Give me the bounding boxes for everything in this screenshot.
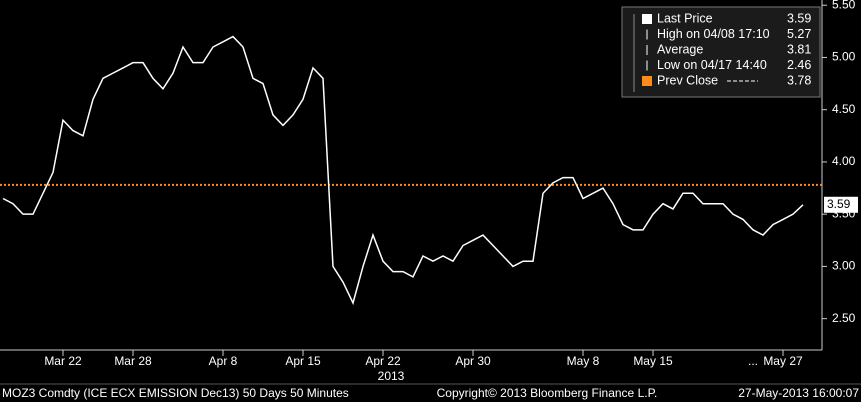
x-tick-label: ... (748, 354, 758, 368)
legend-value: 3.59 (787, 11, 811, 25)
price-line (2, 35, 804, 306)
legend-box (621, 6, 821, 98)
x-tick-label: Apr 30 (455, 354, 491, 368)
legend-swatch (642, 14, 652, 24)
y-tick-label: 4.00 (832, 154, 856, 168)
footer-right: 27-May-2013 16:00:07 (738, 386, 859, 400)
legend-label: Prev Close (657, 73, 718, 87)
legend-swatch (642, 76, 652, 86)
legend: Last Price 3.59 High on 04/08 17:10 5.27 Ave… (621, 6, 821, 98)
legend-label: High on 04/08 17:10 (657, 27, 770, 41)
legend-label: Last Price (657, 11, 713, 25)
y-tick-label: 4.50 (832, 102, 856, 116)
x-tick-label: Apr 22 (365, 354, 401, 368)
x-tick-label: Mar 28 (114, 354, 152, 368)
last-price-tag-label: 3.59 (827, 197, 851, 211)
footer-center: Copyright© 2013 Bloomberg Finance L.P. (437, 386, 658, 400)
legend-value: 3.78 (787, 73, 811, 87)
x-axis-label: 2013 (378, 369, 405, 383)
x-tick-label: May 27 (763, 354, 803, 368)
y-tick-label: 2.50 (832, 311, 856, 325)
x-tick-label: Apr 8 (209, 354, 238, 368)
last-price-tag (824, 196, 858, 213)
legend-value: 5.27 (787, 27, 811, 41)
legend-value: 3.81 (787, 42, 811, 56)
footer-left: MOZ3 Comdty (ICE ECX EMISSION Dec13) 50 … (2, 386, 349, 400)
legend-value: 2.46 (787, 58, 811, 72)
legend-label: Average (657, 42, 703, 56)
y-tick-label: 3.00 (832, 259, 856, 273)
legend-label: Low on 04/17 14:40 (657, 58, 767, 72)
x-tick-label: May 8 (567, 354, 600, 368)
plot (0, 35, 822, 306)
x-tick-label: Apr 15 (285, 354, 321, 368)
y-tick-label: 5.00 (832, 50, 856, 64)
x-tick-label: Mar 22 (44, 354, 82, 368)
x-tick-label: May 15 (633, 354, 673, 368)
y-tick-label: 5.50 (832, 0, 856, 11)
